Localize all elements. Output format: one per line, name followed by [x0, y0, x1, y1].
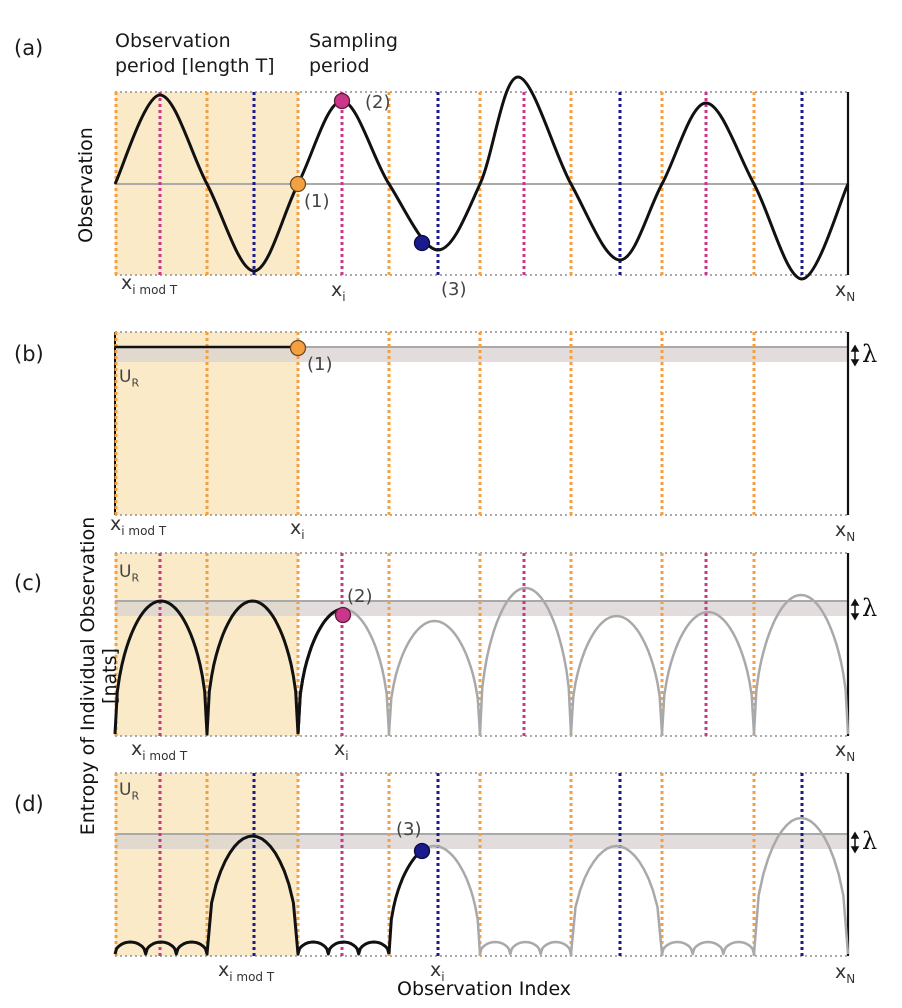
lambda-label-c: λ [862, 594, 878, 622]
lambda-band-b [115, 347, 848, 362]
x-label-n-b: xN [835, 520, 855, 544]
x-label-sub: i [441, 969, 445, 984]
x-label-i-mod-t-a: xi mod T [121, 273, 177, 297]
ur-sub: R [131, 376, 140, 390]
point-1-label-a: (1) [304, 191, 330, 212]
observation-curve-a [113, 75, 850, 281]
lambda-label-b: λ [862, 340, 878, 368]
entropy-curve-c-observed [113, 599, 300, 736]
panel-label-c: (c) [14, 571, 42, 595]
x-label-n-c: xN [835, 740, 855, 764]
point-3-label-d: (3) [396, 819, 422, 840]
x-label-sub: i mod T [121, 523, 167, 538]
observation-period-label-line2: period [length T] [115, 55, 275, 77]
y-axis-label-entropy: Entropy of Individual Observation [nats] [77, 516, 121, 836]
x-label-i-a: xi [331, 280, 346, 304]
x-label-i-mod-t-d: xi mod T [218, 960, 274, 984]
x-axis-label: Observation Index [397, 978, 572, 1000]
x-label-main: x [430, 959, 442, 981]
point-1-marker-a [289, 175, 307, 193]
x-label-main: x [131, 738, 143, 760]
panel-label-a: (a) [14, 36, 44, 60]
lambda-label-d: λ [862, 827, 878, 855]
ur-label-b: UR [119, 368, 139, 389]
point-2-label-c: (2) [347, 586, 373, 607]
x-label-i-mod-t-c: xi mod T [131, 739, 187, 763]
x-label-main: x [835, 739, 847, 761]
entropy-curve-c-future [296, 586, 850, 736]
ur-sub: R [131, 789, 140, 803]
ur-sub: R [131, 571, 140, 585]
ur-main: U [119, 367, 132, 387]
entropy-curve-d-current [387, 850, 422, 955]
entropy-curve-d-observed [113, 834, 391, 956]
x-label-i-c: xi [334, 739, 349, 763]
x-label-main: x [835, 279, 847, 301]
point-1-marker-b [289, 339, 307, 357]
point-3-marker-a [413, 234, 431, 252]
lambda-arrows [850, 344, 860, 854]
point-3-label-a: (3) [441, 279, 467, 300]
curves [113, 75, 850, 956]
x-label-main: x [290, 517, 302, 539]
entropy-curve-c-current-overlay [296, 607, 344, 735]
x-label-main: x [334, 738, 346, 760]
observation-period-label-line1: Observation [115, 30, 231, 52]
ur-label-c: UR [119, 563, 139, 584]
ur-main: U [119, 562, 132, 582]
sampling-period-label-line1: Sampling [309, 30, 398, 52]
point-2-label-a: (2) [365, 92, 391, 113]
y-axis-label-observation: Observation [75, 127, 97, 243]
x-label-n-d: xN [835, 962, 855, 986]
sampling-lines [114, 92, 804, 956]
x-label-main: x [331, 279, 343, 301]
entropy-curve-d-future-1 [422, 844, 482, 955]
x-label-sub: N [846, 749, 856, 764]
x-label-sub: N [846, 971, 856, 986]
x-label-i-d: xi [430, 960, 445, 984]
x-label-i-b: xi [290, 518, 305, 542]
x-label-sub: i [345, 748, 349, 763]
x-label-sub: i mod T [229, 969, 275, 984]
x-label-main: x [218, 959, 230, 981]
point-3-marker-d [413, 842, 431, 860]
x-label-sub: i [301, 527, 305, 542]
sampling-period-label-line2: period [309, 55, 370, 77]
point-2-marker-a [333, 92, 351, 110]
x-label-i-mod-t-b: xi mod T [110, 514, 166, 538]
ur-label-d: UR [119, 781, 139, 802]
x-label-sub: i mod T [132, 282, 178, 297]
panel-label-d: (d) [14, 792, 44, 816]
panel-label-b: (b) [14, 342, 44, 366]
x-label-sub: N [846, 529, 856, 544]
x-label-n-a: xN [835, 280, 855, 304]
x-label-sub: i [342, 289, 346, 304]
x-label-main: x [835, 961, 847, 983]
point-2-marker-c [334, 606, 352, 624]
x-label-sub: i mod T [142, 748, 188, 763]
x-label-sub: N [846, 289, 856, 304]
point-1-label-b: (1) [307, 354, 333, 375]
entropy-curve-d-future-2 [478, 816, 850, 956]
x-label-main: x [121, 272, 133, 294]
x-label-main: x [835, 519, 847, 541]
ur-main: U [119, 780, 132, 800]
x-label-main: x [110, 513, 122, 535]
